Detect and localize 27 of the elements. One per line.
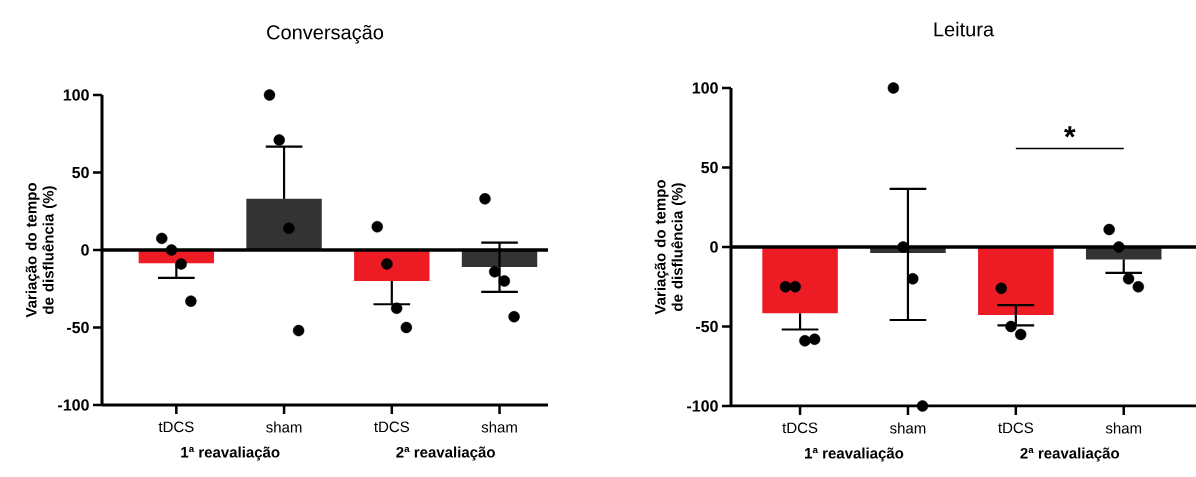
text: 1ª reavaliação xyxy=(181,446,280,461)
text: 2ª reavaliação xyxy=(1020,447,1120,462)
x-tick-label: tDCS xyxy=(374,421,410,433)
chart-title: Conversação xyxy=(267,24,384,44)
y-tick-label: 0 xyxy=(81,244,89,256)
x-tick-label: sham xyxy=(890,422,926,434)
y-tick-label: 100 xyxy=(692,82,718,94)
y-axis-title: Variação do tempo de disfluência (%) xyxy=(654,180,686,315)
text: 2ª reavaliação xyxy=(396,446,495,461)
y-tick-label: 50 xyxy=(701,161,718,174)
x-tick-label: tDCS xyxy=(782,422,818,434)
x-tick-label: tDCS xyxy=(998,422,1034,434)
chart-title: Leitura xyxy=(934,21,995,37)
y-tick-label: 0 xyxy=(710,241,718,253)
text: 1ª reavaliação xyxy=(805,447,904,462)
y-tick-label: -50 xyxy=(695,320,718,333)
x-tick-label: sham xyxy=(481,421,517,433)
y-tick-label: 100 xyxy=(63,89,89,101)
y-tick-label: -50 xyxy=(66,321,89,334)
y-tick-label: -100 xyxy=(687,400,718,412)
annotation: * xyxy=(1064,126,1076,138)
y-axis-title: Variação do tempo de disfluência (%) xyxy=(25,183,57,318)
x-tick-label: sham xyxy=(266,421,302,433)
x-tick-label: sham xyxy=(1105,422,1142,434)
y-tick-label: 50 xyxy=(72,166,89,179)
x-tick-label: tDCS xyxy=(158,421,194,433)
y-tick-label: -100 xyxy=(58,399,89,411)
